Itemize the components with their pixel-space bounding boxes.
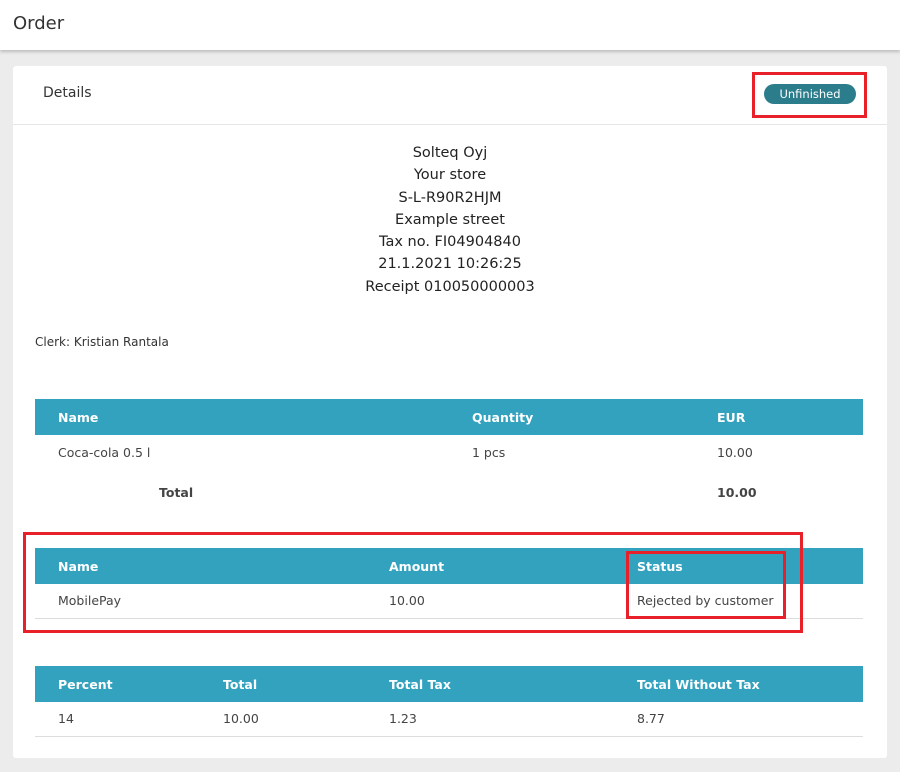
col-header: Status bbox=[614, 548, 863, 584]
cell: 10.00 bbox=[200, 702, 366, 737]
details-card: Details Unfinished Solteq Oyj Your store… bbox=[13, 66, 887, 758]
page-title: Order bbox=[13, 13, 65, 34]
total-row: Total 10.00 bbox=[35, 469, 863, 515]
table-row: 14 10.00 1.23 8.77 bbox=[35, 702, 863, 737]
highlight-box bbox=[23, 532, 803, 633]
cell: 8.77 bbox=[614, 702, 863, 737]
total-label: Total bbox=[159, 484, 194, 500]
cell: 1.23 bbox=[366, 702, 614, 737]
cell: 1 pcs bbox=[472, 444, 506, 460]
receipt-line: Receipt 010050000003 bbox=[365, 278, 535, 295]
col-header: Name bbox=[35, 548, 366, 584]
items-table: Name Quantity EUR Coca-cola 0.5 l 1 pcs 10.0… bbox=[35, 399, 863, 515]
col-header: EUR bbox=[697, 399, 863, 435]
col-header: Quantity bbox=[449, 399, 697, 435]
payments-table: Name Amount Status MobilePay 10.00 Rejected … bbox=[35, 548, 863, 619]
col-header: Percent bbox=[35, 666, 200, 702]
highlight-box bbox=[752, 72, 867, 118]
status-badge: Unfinished bbox=[764, 84, 856, 104]
receipt-header: Solteq Oyj Your store S-L-R90R2HJM Examp… bbox=[13, 142, 887, 298]
receipt-line: Solteq Oyj bbox=[412, 145, 488, 161]
table-row: MobilePay 10.00 Rejected by customer bbox=[35, 584, 863, 619]
cell: 10.00 bbox=[366, 584, 614, 619]
col-header: Total Tax bbox=[366, 666, 614, 702]
cell: 14 bbox=[35, 702, 200, 737]
col-header: Total bbox=[200, 666, 366, 702]
card-title: Details bbox=[43, 85, 92, 101]
tax-table: Percent Total Total Tax Total Without Tax 1… bbox=[35, 666, 863, 737]
top-bar: Order bbox=[0, 0, 900, 50]
receipt-line: 21.1.2021 10:26:25 bbox=[378, 256, 522, 273]
highlight-box bbox=[626, 551, 786, 619]
cell: MobilePay bbox=[35, 584, 366, 619]
receipt-line: Your store bbox=[413, 167, 487, 184]
receipt-line: Example street bbox=[395, 211, 505, 228]
receipt-line: S-L-R90R2HJM bbox=[398, 189, 502, 206]
col-header: Name bbox=[35, 399, 449, 435]
table-row: Coca-cola 0.5 l 1 pcs 10.00 bbox=[35, 435, 863, 469]
clerk-label: Clerk: Kristian Rantala bbox=[35, 335, 169, 349]
card-header: Details Unfinished bbox=[13, 66, 887, 125]
col-header: Amount bbox=[366, 548, 614, 584]
receipt-line: Tax no. FI04904840 bbox=[379, 234, 521, 251]
col-header: Total Without Tax bbox=[614, 666, 863, 702]
cell: Coca-cola 0.5 l bbox=[58, 444, 151, 460]
total-value: 10.00 bbox=[717, 484, 757, 500]
cell: 10.00 bbox=[717, 444, 753, 460]
